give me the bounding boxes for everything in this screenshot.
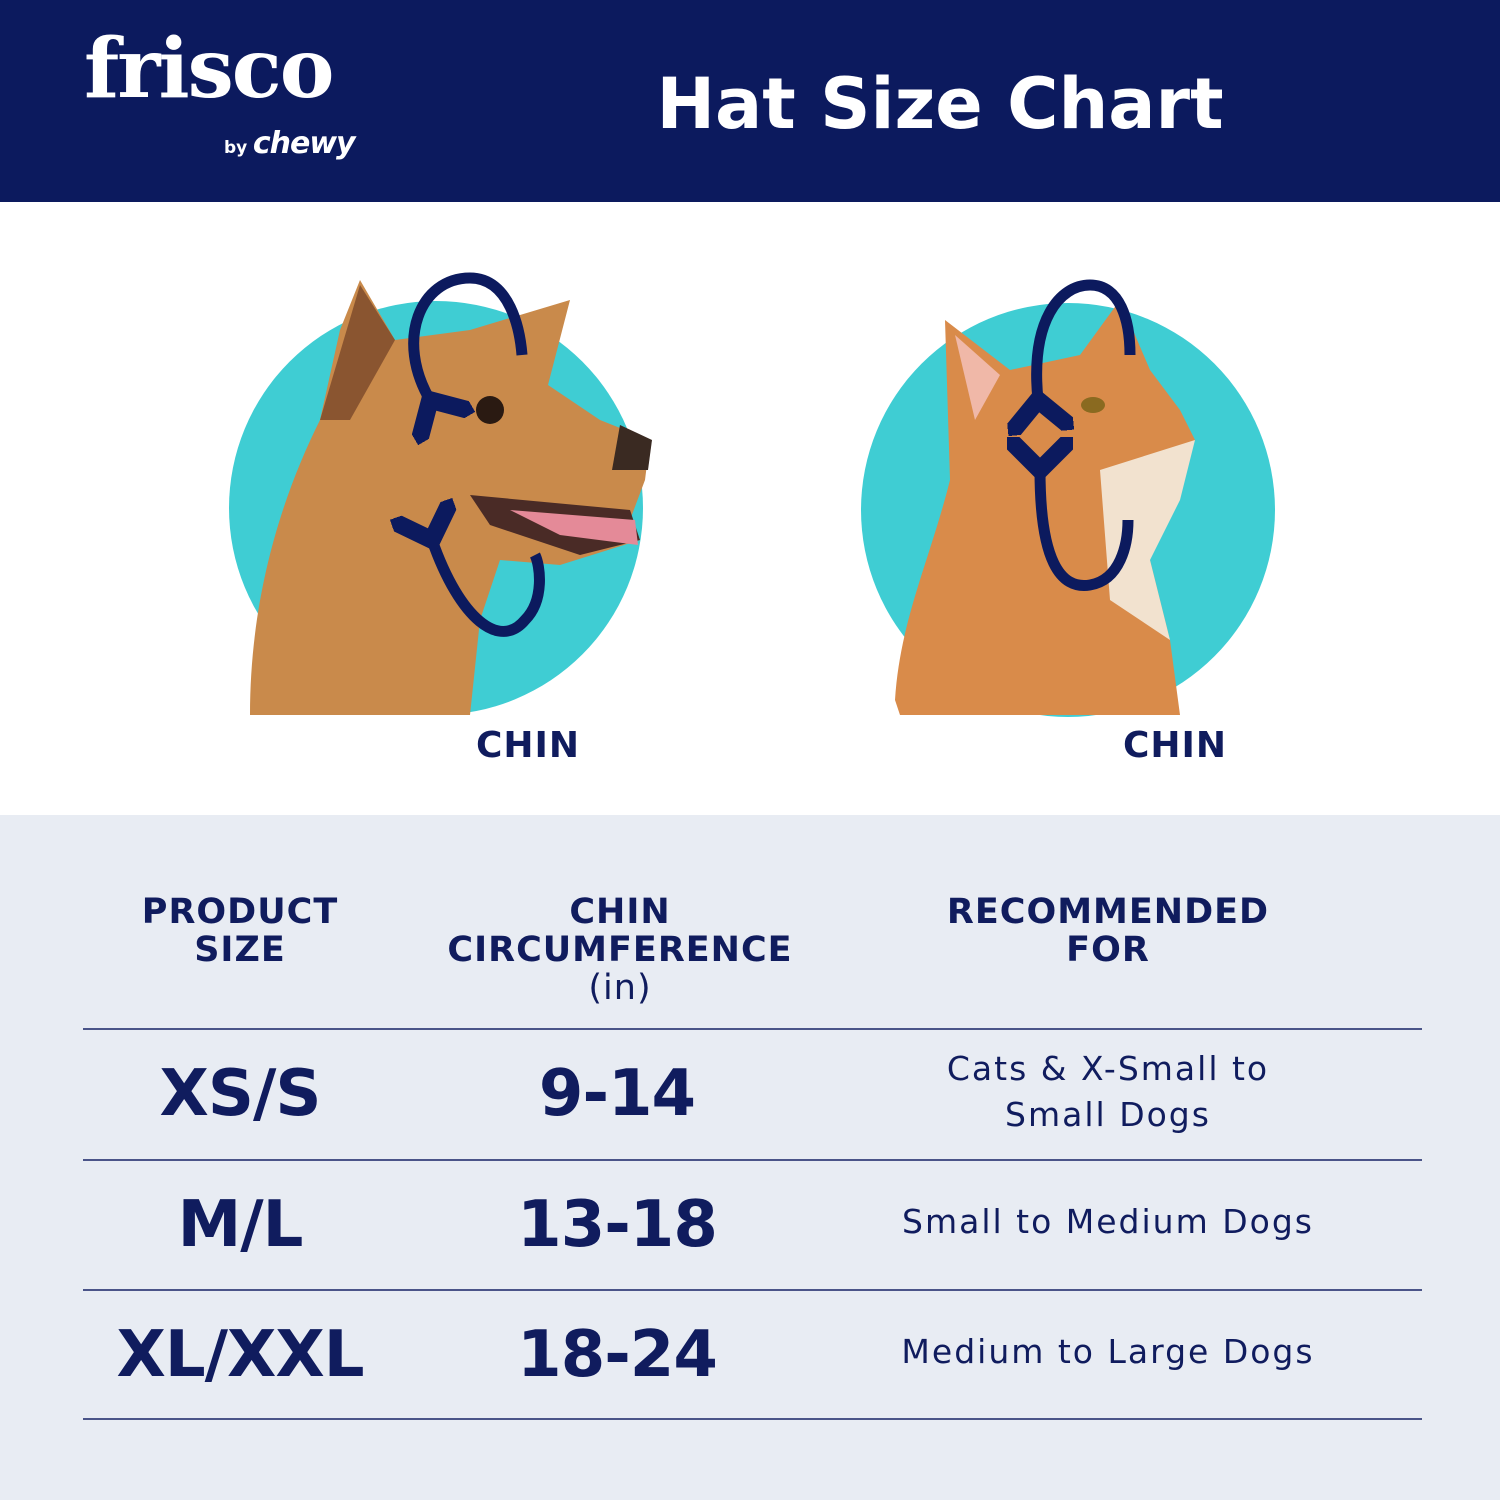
divider [83,1028,1422,1030]
header-line: CIRCUMFERENCE [447,930,793,970]
header-line: PRODUCT [141,892,339,932]
size-table [0,815,1500,1500]
dog-chin-label: CHIN [475,725,581,766]
header-recommended-for: RECOMMENDED FOR [947,893,1269,969]
recommended-line: Cats & X-Small to [946,1049,1270,1088]
row-3-size: XL/XXL [116,1318,365,1392]
header-chin-circumference: CHIN CIRCUMFERENCE (in) [447,893,792,1007]
logo-by: by [224,138,248,158]
row-3-recommended: Medium to Large Dogs [848,1329,1368,1375]
recommended-line: Small Dogs [1005,1095,1211,1134]
header-line: CHIN [569,892,671,932]
row-1-size: XS/S [159,1057,322,1131]
measurement-illustration [229,272,1275,717]
cat-head-arrow-icon [1037,279,1136,400]
header-product-size: PRODUCT SIZE [142,893,338,969]
logo-brand: frisco [84,21,334,117]
header-unit: (in) [588,968,652,1008]
cat-chin-label: CHIN [1122,725,1228,766]
frisco-logo: frisco by chewy [84,21,356,161]
divider [83,1289,1422,1291]
header-banner: frisco by chewy Hat Size Chart [0,0,1500,202]
row-3-range: 18-24 [517,1318,718,1392]
row-2-range: 13-18 [517,1188,718,1262]
dog-chin-arrow-icon [432,540,545,637]
recommended-line: Small to Medium Dogs [902,1202,1314,1241]
row-1-recommended: Cats & X-Small to Small Dogs [848,1046,1368,1138]
header-line: RECOMMENDED [946,892,1270,932]
row-2-recommended: Small to Medium Dogs [848,1199,1368,1245]
dog-head-arrow-icon [408,272,528,400]
dog-image [250,280,652,715]
page-title: Hat Size Chart [656,63,1224,145]
divider [83,1159,1422,1161]
cat-chin-arrow-icon [1040,470,1134,592]
divider [83,1418,1422,1420]
row-1-range: 9-14 [538,1057,696,1131]
header-line: FOR [1066,930,1150,970]
recommended-line: Medium to Large Dogs [901,1332,1315,1371]
row-2-size: M/L [177,1188,304,1262]
logo-sub: by chewy [224,126,356,161]
logo-parent: chewy [252,126,356,161]
header-line: SIZE [194,930,286,970]
